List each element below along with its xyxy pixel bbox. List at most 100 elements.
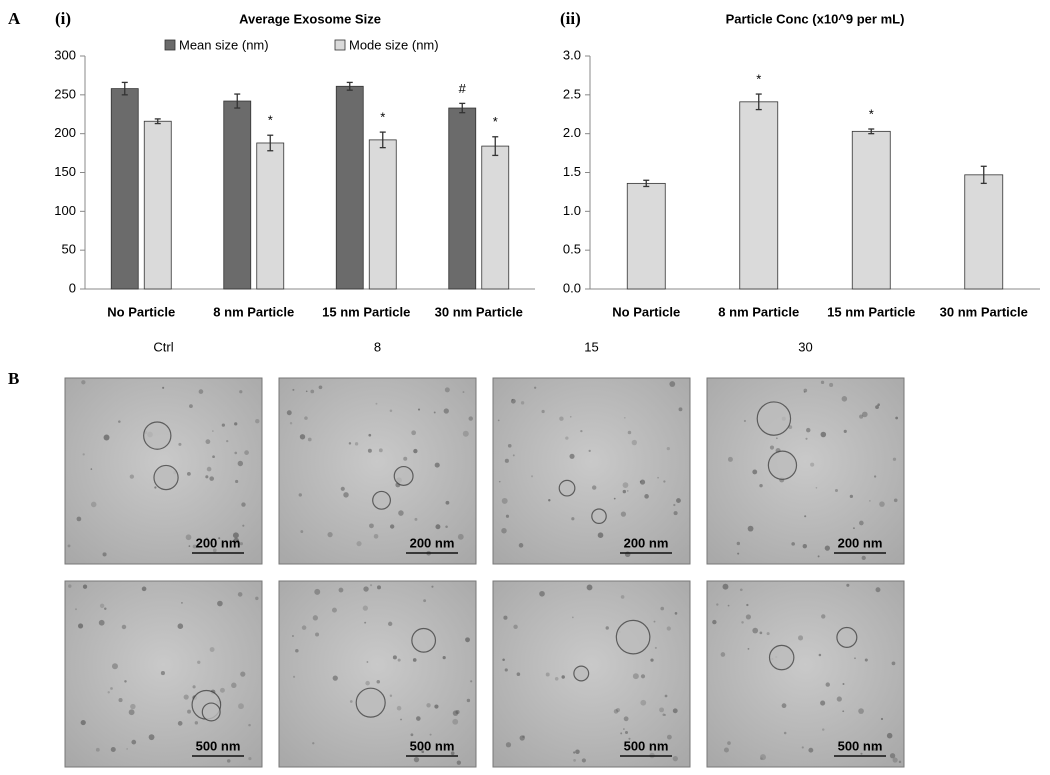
micrograph-speck xyxy=(111,663,118,670)
micrograph-speck xyxy=(189,404,193,408)
micrograph-speck xyxy=(842,683,845,685)
y-tick-label: 2.5 xyxy=(563,86,581,101)
micrograph-speck xyxy=(218,537,221,540)
micrograph-speck xyxy=(411,430,417,436)
micrograph-speck xyxy=(510,398,516,404)
micrograph-speck xyxy=(389,409,393,413)
micrograph-speck xyxy=(571,517,575,521)
micrograph-speck xyxy=(378,448,383,453)
bar xyxy=(143,120,172,290)
micrograph-speck xyxy=(573,759,576,762)
micrograph-speck xyxy=(659,707,665,713)
micrograph-speck xyxy=(843,429,847,433)
micrograph-speck xyxy=(398,510,404,516)
y-tick-label: 250 xyxy=(54,86,76,101)
micrograph-speck xyxy=(185,534,192,541)
micrograph-speck xyxy=(118,420,121,423)
micrograph-speck xyxy=(314,588,321,595)
micrograph-speck xyxy=(181,601,183,604)
vesicle xyxy=(153,464,179,491)
micrograph-speck xyxy=(531,475,534,478)
micrograph-speck xyxy=(662,713,665,716)
micrograph-speck xyxy=(126,748,128,750)
micrograph-speck xyxy=(187,709,192,714)
micrograph-speck xyxy=(666,734,672,740)
micrograph-speck xyxy=(886,732,893,739)
micrograph-speck xyxy=(231,682,237,689)
micrograph-speck xyxy=(77,623,84,629)
micrograph-speck xyxy=(433,411,436,414)
bar xyxy=(223,100,252,290)
micrograph-speck xyxy=(548,499,551,502)
micrograph-speck xyxy=(310,389,315,394)
micrograph-speck xyxy=(498,480,501,483)
micrograph-speck xyxy=(505,514,510,518)
micrograph-speck xyxy=(624,731,629,735)
micrograph-speck xyxy=(373,534,379,539)
micrograph-speck xyxy=(443,408,449,414)
micrograph-speck xyxy=(468,416,473,421)
micrograph-speck xyxy=(862,411,868,418)
micrograph-speck xyxy=(226,440,229,443)
micrograph-speck xyxy=(392,655,397,660)
bar xyxy=(626,182,666,290)
micrograph-speck xyxy=(623,416,626,419)
micrograph-speck xyxy=(212,455,215,459)
micrograph-speck xyxy=(842,710,845,713)
vesicle xyxy=(411,627,437,653)
micrograph-speck xyxy=(462,391,465,394)
micrograph-speck xyxy=(673,511,678,516)
scale-bar-label: 500 nm xyxy=(624,738,669,753)
bar xyxy=(739,101,779,290)
scale-bar-label: 200 nm xyxy=(196,535,241,550)
micrograph-speck xyxy=(349,700,353,703)
micrograph-speck xyxy=(226,759,231,763)
vesicle xyxy=(767,450,798,480)
x-tick-label: 15 nm Particle xyxy=(827,304,915,319)
micrograph-speck xyxy=(244,450,249,455)
micrograph-speck xyxy=(340,486,345,491)
micrograph-speck xyxy=(255,596,259,601)
micrograph-speck xyxy=(338,587,344,593)
y-tick-label: 3.0 xyxy=(563,47,581,62)
micrograph-speck xyxy=(239,390,243,394)
micrograph-speck xyxy=(849,494,854,499)
micrograph-speck xyxy=(307,437,312,442)
micrograph-speck xyxy=(669,381,676,387)
micrograph-speck xyxy=(82,584,88,589)
micrograph-speck xyxy=(554,676,559,681)
micrograph-speck xyxy=(162,386,165,389)
x-tick-label: 8 nm Particle xyxy=(718,304,799,319)
y-tick-label: 0.5 xyxy=(563,242,581,257)
micrograph-speck xyxy=(118,698,123,703)
vesicle xyxy=(355,687,386,718)
micrograph-speck xyxy=(877,403,880,407)
micrograph-speck xyxy=(206,466,212,472)
micrograph-speck xyxy=(121,624,127,630)
micrograph xyxy=(278,580,477,768)
micrograph-speck xyxy=(219,687,225,693)
micrograph-speck xyxy=(620,595,625,599)
micrograph-speck xyxy=(727,604,730,607)
micrograph-speck xyxy=(859,414,864,419)
micrograph-speck xyxy=(534,386,537,389)
vesicle xyxy=(591,508,607,525)
micrograph-speck xyxy=(417,408,421,411)
micrograph-speck xyxy=(860,752,863,755)
micrograph-speck xyxy=(518,543,524,548)
micrograph-speck xyxy=(615,707,621,713)
micrograph-speck xyxy=(212,548,217,553)
micrograph-speck xyxy=(640,674,646,679)
significance-marker: * xyxy=(756,71,761,86)
micrograph-speck xyxy=(580,429,583,433)
vesicle xyxy=(393,465,414,486)
micrograph-speck xyxy=(348,442,352,445)
micrograph-speck xyxy=(889,753,896,759)
micrograph-speck xyxy=(504,458,509,463)
micrograph-speck xyxy=(416,716,421,721)
micrograph-speck xyxy=(234,451,238,455)
micrograph-speck xyxy=(300,530,304,533)
micrograph-speck xyxy=(507,443,512,448)
bar xyxy=(256,142,285,290)
